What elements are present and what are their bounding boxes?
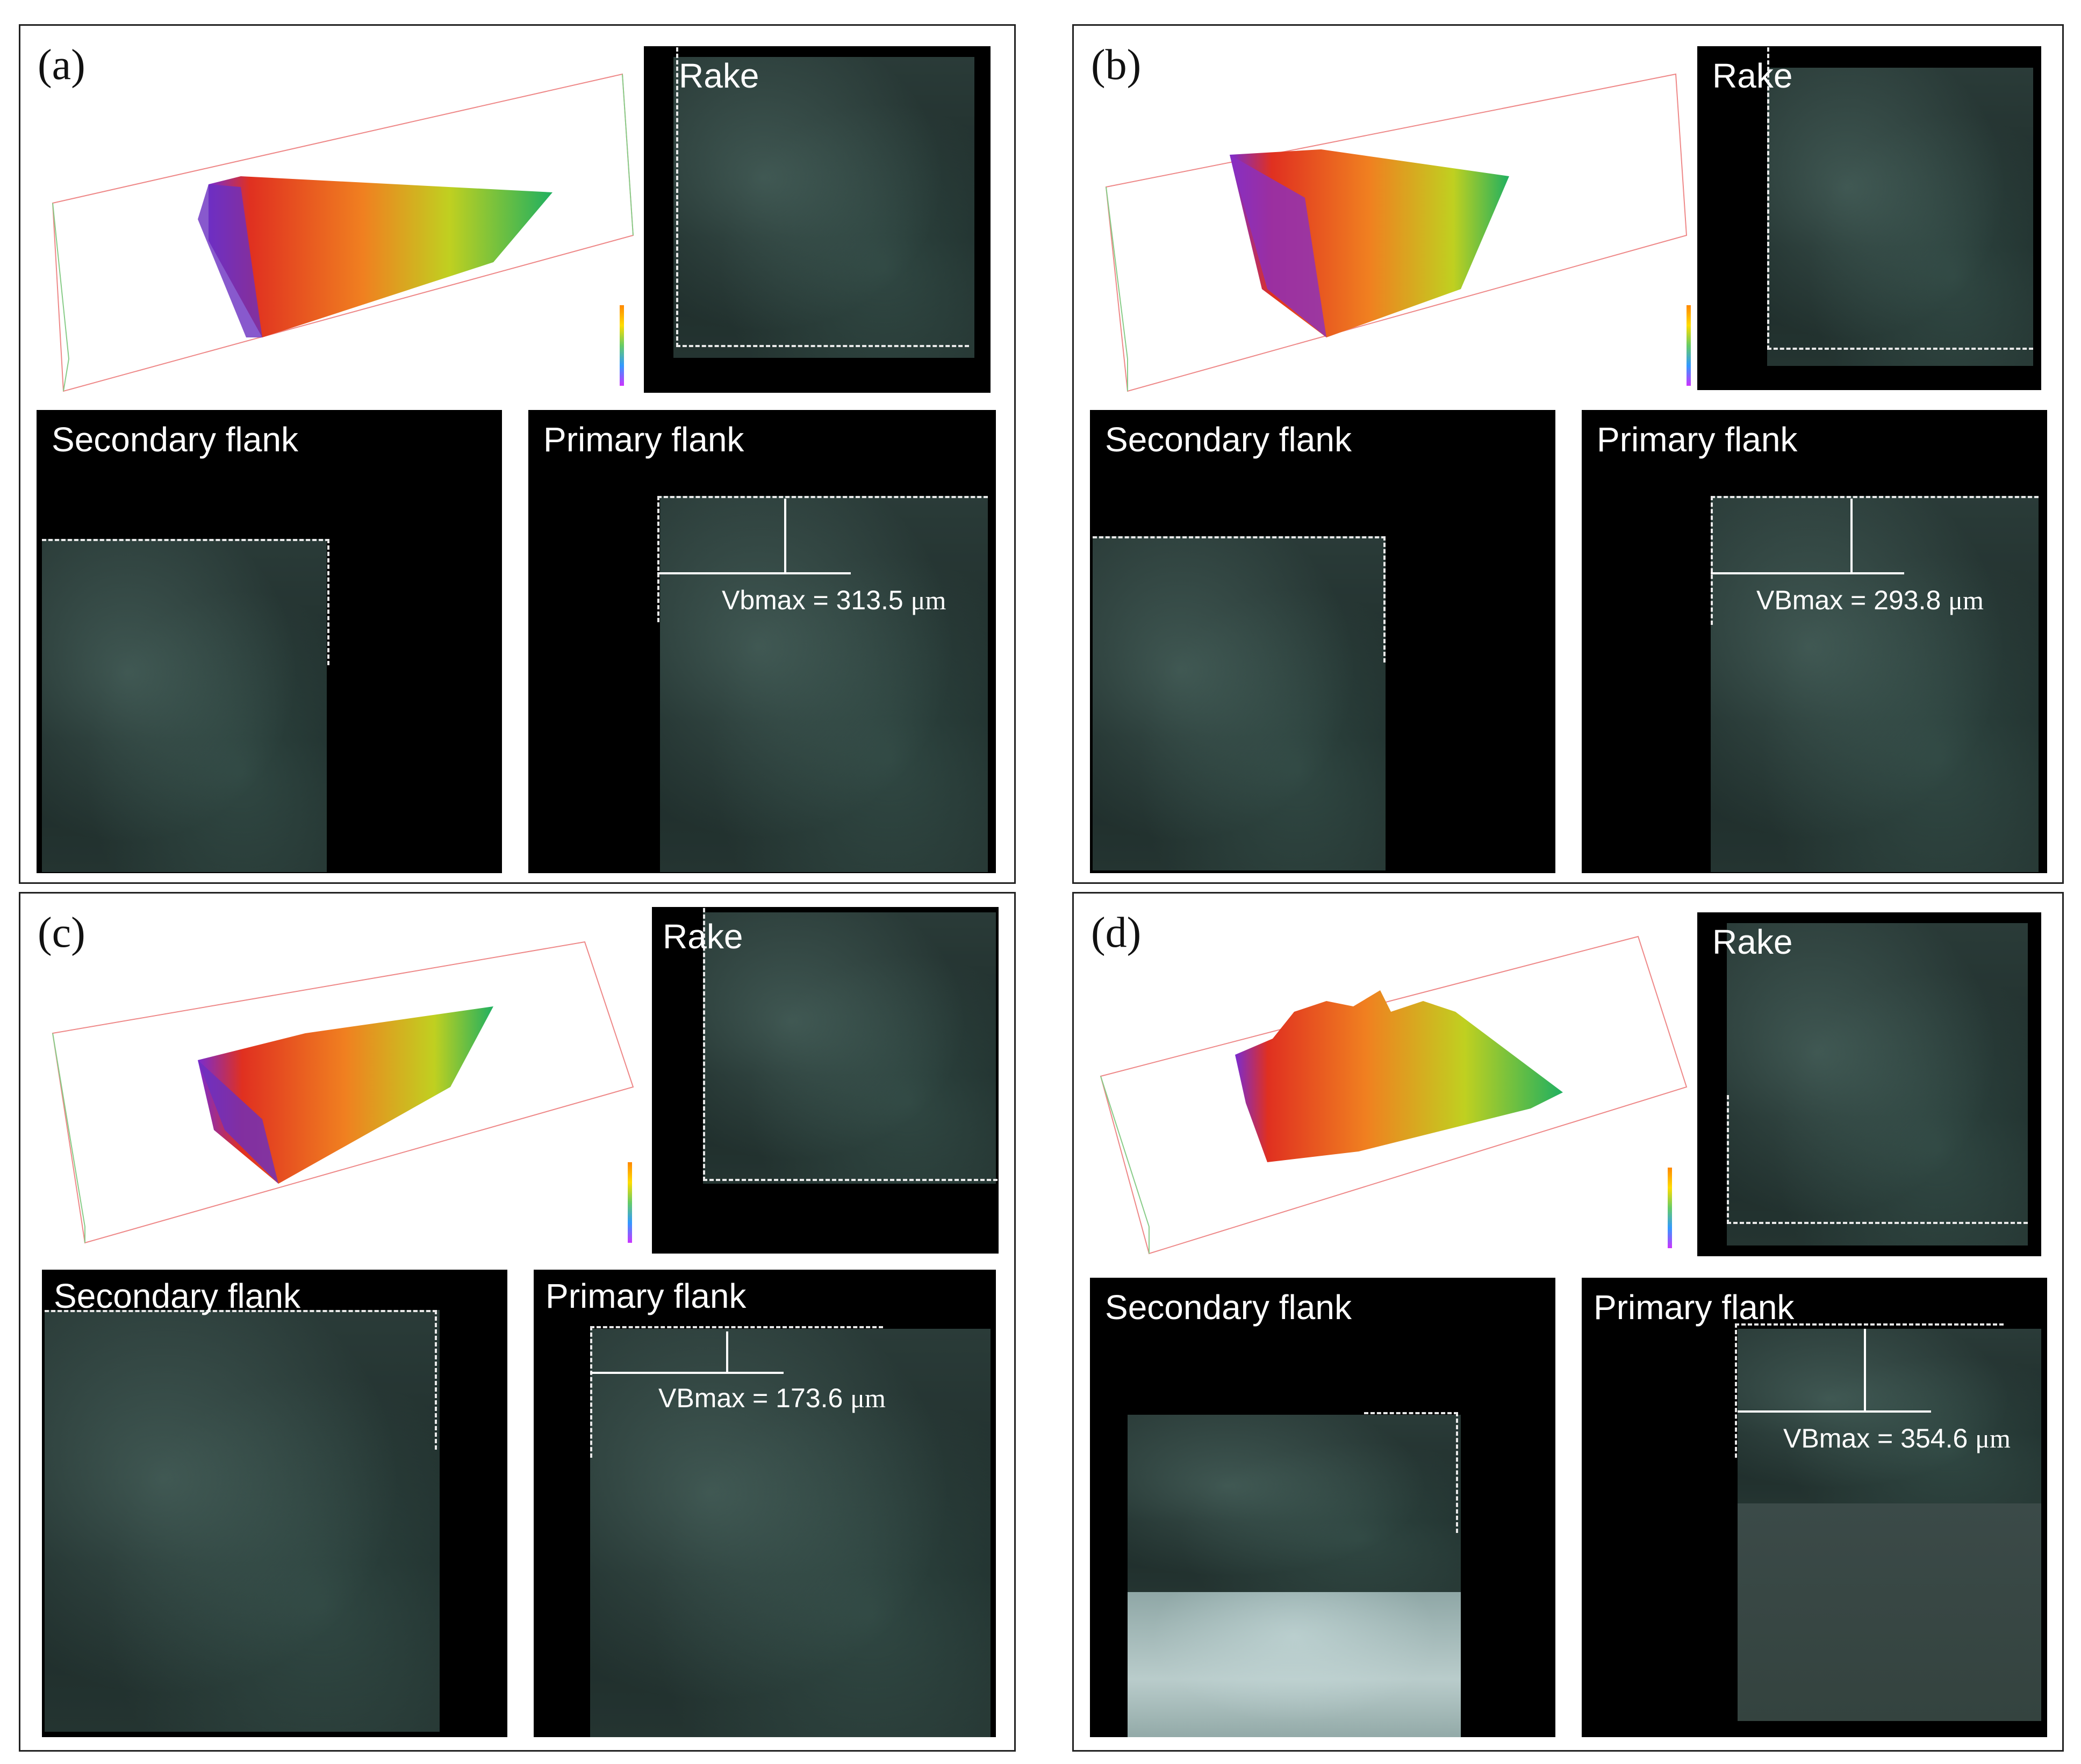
panel-label: (a) bbox=[38, 41, 85, 89]
rake-label: Rake bbox=[663, 917, 743, 956]
rake-label: Rake bbox=[679, 56, 759, 95]
secondary-flank-image: Secondary flank bbox=[37, 410, 502, 873]
tool-3d-model bbox=[1105, 73, 1688, 392]
colorscale-legend-icon bbox=[1687, 305, 1691, 386]
secondary-flank-label: Secondary flank bbox=[1105, 420, 1352, 459]
primary-flank-image: Vbmax = 313.5 μm Primary flank bbox=[528, 410, 996, 873]
secondary-flank-label: Secondary flank bbox=[1105, 1288, 1352, 1327]
secondary-flank-label: Secondary flank bbox=[52, 420, 298, 459]
secondary-flank-label: Secondary flank bbox=[54, 1277, 300, 1315]
vbmax-label: VBmax = 173.6 μm bbox=[658, 1383, 886, 1413]
panel-b: (b) Rake Secondary flank VBmax = 293.8 μ… bbox=[1072, 24, 2064, 884]
vbmax-label: Vbmax = 313.5 μm bbox=[722, 585, 946, 615]
primary-flank-label: Primary flank bbox=[1597, 420, 1798, 459]
primary-flank-image: VBmax = 293.8 μm Primary flank bbox=[1582, 410, 2047, 873]
primary-flank-image: VBmax = 354.6 μm Primary flank bbox=[1582, 1278, 2047, 1737]
panel-label: (c) bbox=[38, 909, 85, 956]
panel-label: (d) bbox=[1091, 909, 1142, 956]
primary-flank-label: Primary flank bbox=[543, 420, 744, 459]
secondary-flank-image: Secondary flank bbox=[1090, 410, 1555, 873]
panel-d: (d) Rake Secondary flank VBmax = 354.6 μ… bbox=[1072, 892, 2064, 1752]
primary-flank-image: VBmax = 173.6 μm Primary flank bbox=[534, 1270, 996, 1737]
colorscale-legend-icon bbox=[628, 1162, 632, 1243]
panel-a: (a) Rake Secondary flank Vbmax = 313.5 μ… bbox=[19, 24, 1016, 884]
rake-image: Rake bbox=[652, 907, 999, 1254]
rake-label: Rake bbox=[1712, 923, 1793, 961]
vbmax-label: VBmax = 354.6 μm bbox=[1783, 1423, 2011, 1453]
panel-c: (c) Rake Secondary flank VBmax = 173.6 μ… bbox=[19, 892, 1016, 1752]
rake-image: Rake bbox=[1697, 46, 2041, 390]
rake-label: Rake bbox=[1712, 56, 1793, 95]
tool-3d-model bbox=[1100, 935, 1688, 1255]
rake-image: Rake bbox=[644, 46, 991, 393]
tool-3d-model bbox=[52, 941, 634, 1244]
colorscale-legend-icon bbox=[620, 305, 624, 386]
tool-3d-model bbox=[52, 73, 634, 392]
primary-flank-label: Primary flank bbox=[1594, 1288, 1795, 1327]
rake-image: Rake bbox=[1697, 912, 2041, 1256]
colorscale-legend-icon bbox=[1668, 1168, 1672, 1248]
secondary-flank-image: Secondary flank bbox=[1090, 1278, 1555, 1737]
vbmax-label: VBmax = 293.8 μm bbox=[1756, 585, 1984, 615]
secondary-flank-image: Secondary flank bbox=[42, 1270, 507, 1737]
panel-label: (b) bbox=[1091, 41, 1142, 89]
primary-flank-label: Primary flank bbox=[546, 1277, 747, 1315]
